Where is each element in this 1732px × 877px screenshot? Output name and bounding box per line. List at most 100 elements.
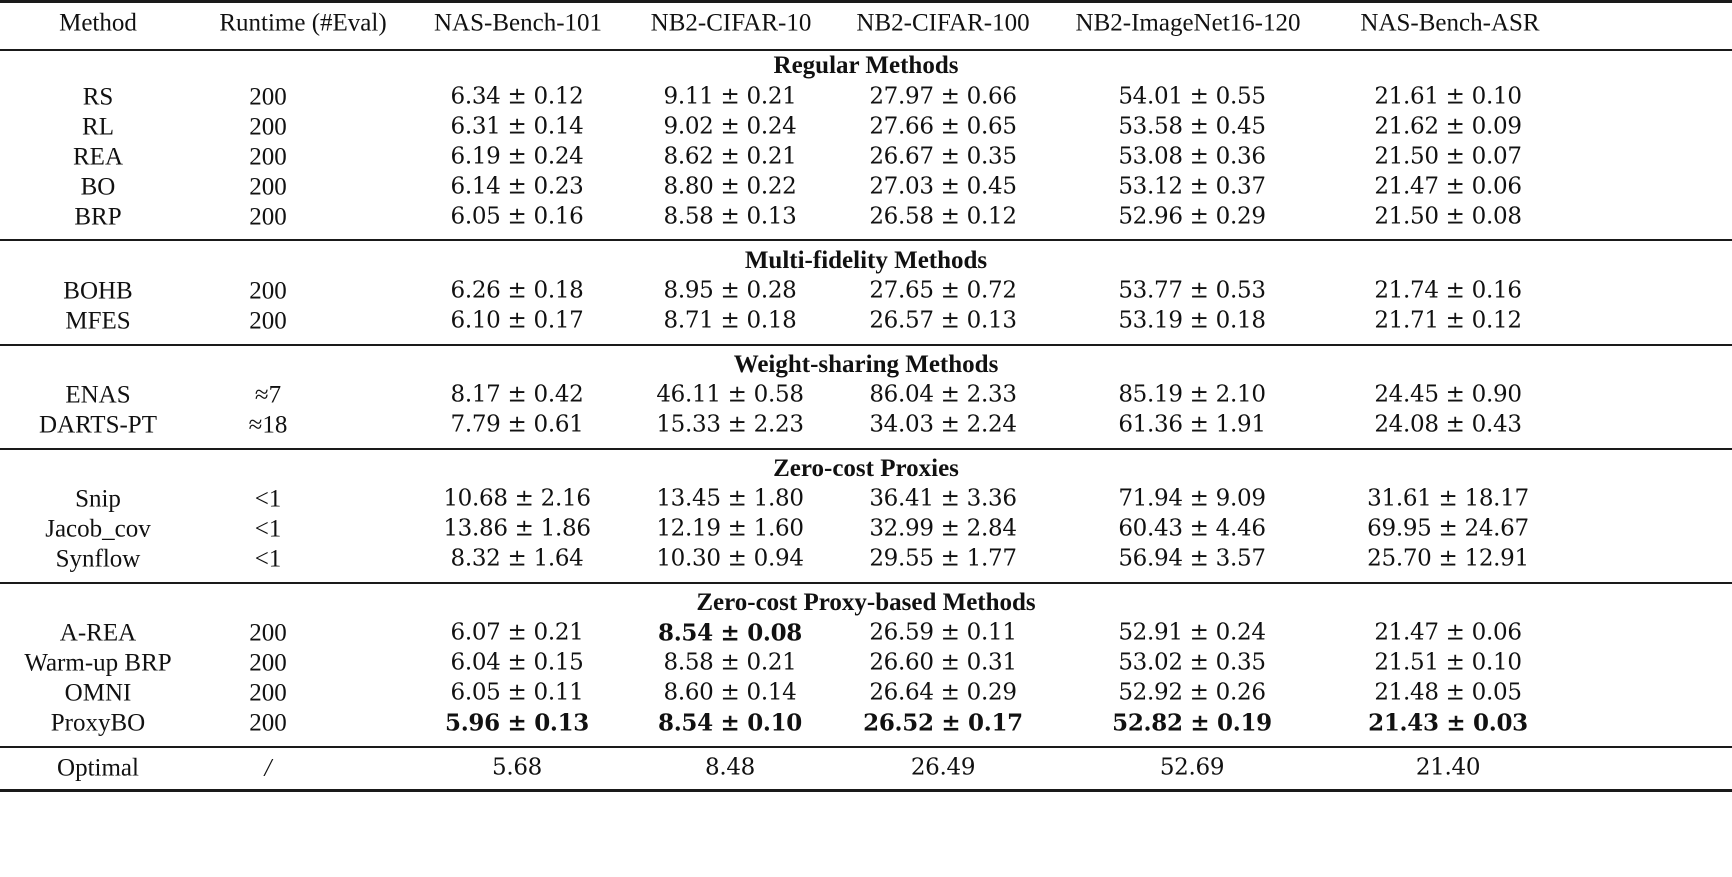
metric-value: 8.62 ± 0.21: [663, 143, 797, 170]
runtime-value: <1: [254, 545, 282, 573]
runtime-value: 200: [249, 203, 287, 231]
top-rule: [0, 0, 1732, 3]
optimal-value: 5.68: [491, 754, 543, 781]
metric-value: 6.19 ± 0.24: [450, 143, 584, 170]
metric-value: 27.66 ± 0.65: [869, 113, 1017, 140]
metric-value: 53.19 ± 0.18: [1118, 307, 1266, 334]
runtime-value: ≈7: [254, 381, 282, 409]
method-name: BRP: [74, 203, 122, 231]
metric-value: 53.58 ± 0.45: [1118, 113, 1266, 140]
method-name: REA: [73, 143, 123, 171]
column-header-runtime: Runtime (#Eval): [219, 9, 387, 37]
runtime-value: ≈18: [248, 411, 288, 439]
metric-value: 52.82 ± 0.19: [1112, 709, 1272, 737]
column-header-nb2-cifar-100: NB2-CIFAR-100: [856, 9, 1030, 37]
method-name: RS: [82, 83, 114, 111]
method-name: Warm-up BRP: [24, 649, 172, 677]
metric-value: 6.10 ± 0.17: [450, 307, 584, 334]
runtime-value: <1: [254, 515, 282, 543]
section-title: Multi-fidelity Methods: [744, 247, 988, 274]
metric-value: 6.31 ± 0.14: [450, 113, 584, 140]
method-name: Jacob_cov: [45, 515, 151, 543]
metric-value: 27.65 ± 0.72: [869, 277, 1017, 304]
metric-value: 26.64 ± 0.29: [869, 679, 1017, 706]
metric-value: 34.03 ± 2.24: [869, 411, 1017, 438]
section-divider: [0, 448, 1732, 450]
metric-value: 6.05 ± 0.11: [450, 679, 584, 706]
bottom-rule: [0, 789, 1732, 792]
optimal-value: 26.49: [910, 754, 976, 781]
metric-value: 26.52 ± 0.17: [863, 709, 1023, 737]
metric-value: 53.02 ± 0.35: [1118, 649, 1266, 676]
runtime-value: 200: [249, 307, 287, 335]
metric-value: 13.45 ± 1.80: [656, 485, 804, 512]
metric-value: 8.54 ± 0.10: [657, 709, 803, 737]
metric-value: 6.05 ± 0.16: [450, 203, 584, 230]
metric-value: 53.08 ± 0.36: [1118, 143, 1266, 170]
metric-value: 6.14 ± 0.23: [450, 173, 584, 200]
metric-value: 53.12 ± 0.37: [1118, 173, 1266, 200]
metric-value: 71.94 ± 9.09: [1118, 485, 1266, 512]
metric-value: 24.45 ± 0.90: [1374, 381, 1522, 408]
optimal-value: 52.69: [1159, 754, 1225, 781]
column-header-nb2-cifar-10: NB2-CIFAR-10: [650, 9, 812, 37]
metric-value: 60.43 ± 4.46: [1118, 515, 1266, 542]
section-divider: [0, 344, 1732, 346]
optimal-value: 21.40: [1415, 754, 1481, 781]
metric-value: 21.61 ± 0.10: [1374, 83, 1522, 110]
metric-value: 8.17 ± 0.42: [450, 381, 584, 408]
metric-value: 31.61 ± 18.17: [1367, 485, 1529, 512]
metric-value: 26.58 ± 0.12: [869, 203, 1017, 230]
metric-value: 9.11 ± 0.21: [663, 83, 797, 110]
runtime-value: <1: [254, 485, 282, 513]
method-name: DARTS-PT: [39, 411, 157, 439]
metric-value: 21.50 ± 0.08: [1374, 203, 1522, 230]
section-title: Zero-cost Proxy-based Methods: [696, 589, 1036, 616]
metric-value: 27.03 ± 0.45: [869, 173, 1017, 200]
metric-value: 8.32 ± 1.64: [450, 545, 584, 572]
metric-value: 26.60 ± 0.31: [869, 649, 1017, 676]
metric-value: 29.55 ± 1.77: [869, 545, 1017, 572]
metric-value: 9.02 ± 0.24: [663, 113, 797, 140]
metric-value: 21.62 ± 0.09: [1374, 113, 1522, 140]
metric-value: 85.19 ± 2.10: [1118, 381, 1266, 408]
runtime-value: 200: [249, 83, 287, 111]
metric-value: 21.71 ± 0.12: [1374, 307, 1522, 334]
method-name: RL: [82, 113, 114, 141]
metric-value: 52.91 ± 0.24: [1118, 619, 1266, 646]
method-name: BO: [80, 173, 116, 201]
header-rule: [0, 49, 1732, 51]
metric-value: 26.59 ± 0.11: [869, 619, 1017, 646]
runtime-value: 200: [249, 619, 287, 647]
metric-value: 8.60 ± 0.14: [663, 679, 797, 706]
method-name: A-REA: [59, 619, 137, 647]
metric-value: 24.08 ± 0.43: [1374, 411, 1522, 438]
metric-value: 6.07 ± 0.21: [450, 619, 584, 646]
metric-value: 12.19 ± 1.60: [656, 515, 804, 542]
metric-value: 8.95 ± 0.28: [663, 277, 797, 304]
metric-value: 36.41 ± 3.36: [869, 485, 1017, 512]
metric-value: 52.92 ± 0.26: [1118, 679, 1266, 706]
metric-value: 21.74 ± 0.16: [1374, 277, 1522, 304]
metric-value: 26.57 ± 0.13: [869, 307, 1017, 334]
metric-value: 32.99 ± 2.84: [869, 515, 1017, 542]
metric-value: 21.48 ± 0.05: [1374, 679, 1522, 706]
metric-value: 54.01 ± 0.55: [1118, 83, 1266, 110]
column-header-nas-bench-101: NAS-Bench-101: [433, 9, 603, 37]
metric-value: 6.34 ± 0.12: [450, 83, 584, 110]
runtime-value: 200: [249, 679, 287, 707]
section-divider: [0, 746, 1732, 748]
section-title: Regular Methods: [773, 52, 959, 79]
metric-value: 21.43 ± 0.03: [1368, 709, 1528, 737]
metric-value: 56.94 ± 3.57: [1118, 545, 1266, 572]
method-name: Snip: [75, 485, 121, 513]
metric-value: 13.86 ± 1.86: [443, 515, 591, 542]
section-divider: [0, 239, 1732, 241]
method-name: ProxyBO: [50, 709, 146, 737]
column-header-nas-bench-asr: NAS-Bench-ASR: [1360, 9, 1540, 37]
metric-value: 21.50 ± 0.07: [1374, 143, 1522, 170]
section-title: Zero-cost Proxies: [773, 455, 959, 482]
method-name: OMNI: [64, 679, 132, 707]
method-name: Optimal: [57, 754, 139, 782]
runtime-value: 200: [249, 143, 287, 171]
